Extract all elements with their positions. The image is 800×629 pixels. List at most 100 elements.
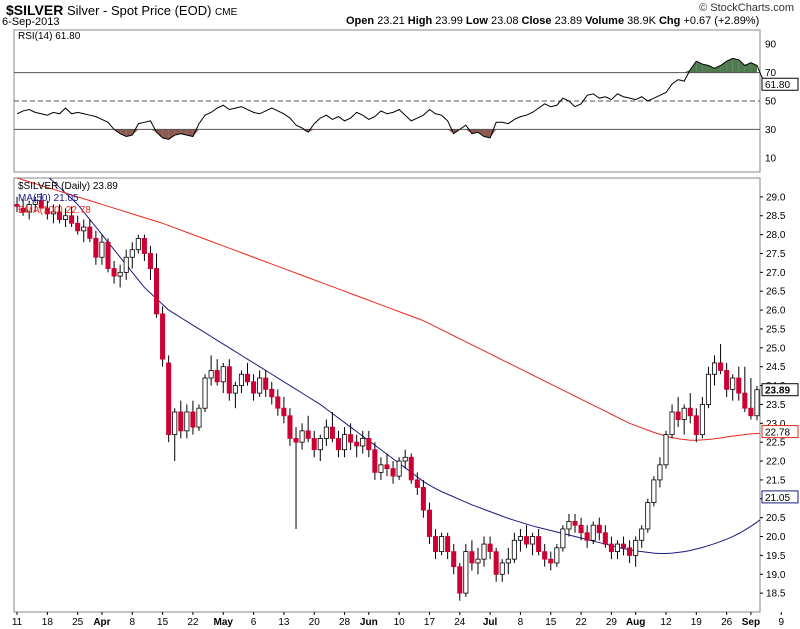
candle-body <box>530 536 536 545</box>
candle <box>542 544 548 567</box>
candle <box>711 355 718 386</box>
candle-body <box>244 373 251 383</box>
candle <box>633 536 639 567</box>
candle <box>154 253 160 318</box>
price-tick-label: 26.0 <box>766 306 786 317</box>
candle-body <box>402 456 408 462</box>
candle-body <box>705 373 711 405</box>
x-tick-label: 18 <box>42 617 54 628</box>
candle-body <box>420 487 426 511</box>
candle <box>281 396 287 424</box>
candle <box>105 238 111 273</box>
candle-body <box>748 407 754 417</box>
price-tick-label: 27.0 <box>766 268 786 279</box>
x-tick-label: 15 <box>545 617 557 628</box>
candle-body <box>602 532 608 545</box>
candle <box>451 544 457 575</box>
candle <box>560 525 566 552</box>
candle-body <box>75 222 81 232</box>
candle-body <box>44 207 50 215</box>
candle <box>602 525 608 548</box>
candle <box>190 400 196 435</box>
candle-body <box>32 200 38 205</box>
candle <box>342 427 348 458</box>
x-tick-label: Jul <box>483 617 498 628</box>
candle-body <box>621 543 627 549</box>
candle-body <box>141 237 147 254</box>
candle <box>505 547 511 575</box>
candle <box>499 559 505 582</box>
candle <box>627 540 633 563</box>
x-tick-label: 6 <box>251 617 257 628</box>
candle <box>469 540 475 571</box>
candle <box>129 242 135 269</box>
candle <box>396 457 402 480</box>
candle <box>742 366 748 412</box>
candle-body <box>481 543 487 560</box>
candle-body <box>311 437 317 451</box>
candle <box>160 306 166 367</box>
candle-body <box>111 268 117 277</box>
candle <box>596 517 602 541</box>
candle <box>669 404 675 439</box>
candle <box>26 200 32 220</box>
volume-label: Volume <box>585 15 625 27</box>
candle-body <box>408 456 414 481</box>
candle-body <box>627 547 633 556</box>
candle <box>220 362 226 394</box>
candle <box>548 551 554 571</box>
candle-body <box>657 464 663 481</box>
candle <box>384 453 390 477</box>
candle-body <box>275 396 281 409</box>
candle-body <box>317 437 323 451</box>
candle-body <box>445 536 451 553</box>
candle <box>736 366 742 401</box>
ma-legend-label: MA(50) 21.05 <box>18 193 79 204</box>
x-tick-label: Apr <box>93 617 110 628</box>
candle <box>439 532 445 556</box>
candle <box>69 206 75 228</box>
x-tick-label: 13 <box>278 617 290 628</box>
candle-body <box>305 430 311 439</box>
candle-body <box>675 411 681 420</box>
candle-body <box>651 479 657 503</box>
candle <box>408 453 414 484</box>
candle-body <box>523 536 530 545</box>
candle <box>378 457 384 480</box>
candle <box>275 389 281 416</box>
candle-body <box>645 502 651 530</box>
volume-value: 38.9K <box>627 15 656 27</box>
candle-body <box>263 377 269 390</box>
candle-body <box>457 566 463 594</box>
rsi-value-label: 61.80 <box>765 80 790 91</box>
ma-value-label: 21.05 <box>765 493 790 504</box>
x-tick-label: 20 <box>309 617 321 628</box>
price-tick-label: 19.0 <box>766 570 786 581</box>
candle <box>639 525 645 548</box>
candle-body <box>742 392 748 409</box>
candle-body <box>329 426 335 439</box>
candle <box>32 196 38 212</box>
candle <box>20 198 26 216</box>
candle-body <box>184 411 190 432</box>
candle <box>93 230 99 265</box>
chg-label: Chg <box>658 15 681 27</box>
candle-body <box>299 430 305 443</box>
candle <box>111 261 117 284</box>
candle <box>584 525 590 548</box>
ema-value-label: 22.78 <box>765 428 790 439</box>
candle <box>402 449 408 469</box>
candle <box>38 193 44 209</box>
candle <box>754 385 760 421</box>
candle-body <box>542 551 548 560</box>
candle-body <box>354 441 360 447</box>
candle-body <box>608 543 614 553</box>
candle-body <box>123 256 129 273</box>
candle-body <box>639 528 645 541</box>
candle <box>99 234 105 265</box>
candle <box>317 434 323 462</box>
candle-body <box>232 385 238 394</box>
x-tick-label: 25 <box>72 617 84 628</box>
price-tick-label: 29.0 <box>766 192 786 203</box>
